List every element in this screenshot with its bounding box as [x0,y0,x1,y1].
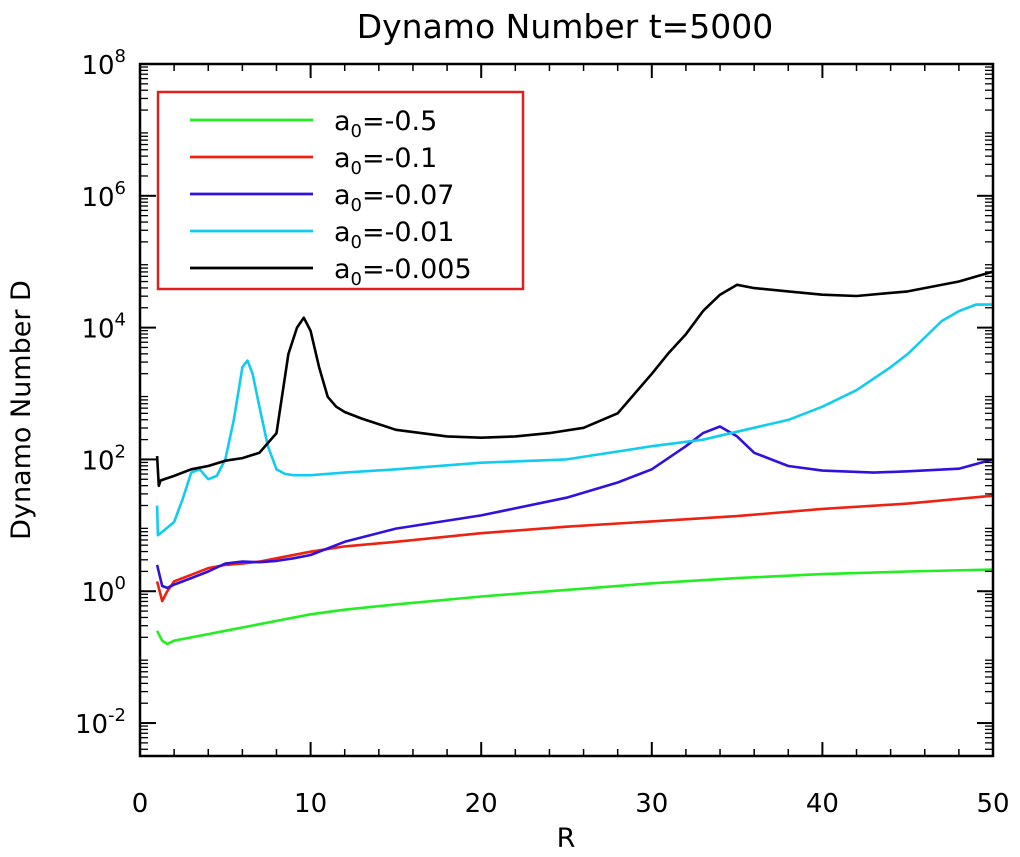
x-axis-label: R [557,823,576,854]
x-axis-ticks: 0 10 20 30 40 50 [132,64,1010,819]
series-line-1 [155,494,994,603]
series-line-2 [155,425,994,590]
y-tick-label: 108 [81,46,126,81]
series-line-3 [155,303,993,537]
y-axis-ticks: 10-2 100 102 104 106 108 [75,46,993,750]
y-tick-label: 104 [81,310,126,345]
y-tick-label: 10-2 [75,705,126,740]
chart-title: Dynamo Number t=5000 [357,7,774,46]
y-tick-label: 100 [81,573,126,608]
series-line-0 [155,568,994,646]
legend-label-4: a0=-0.005 [334,254,472,290]
legend-box [156,90,525,291]
x-tick-label: 50 [976,789,1009,819]
legend-label-2: a0=-0.07 [334,180,454,216]
y-tick-label: 106 [81,178,126,213]
x-tick-label: 30 [635,789,668,819]
plot-lines [155,270,994,646]
y-axis-label: Dynamo Number D [6,280,37,540]
y-tick-label: 102 [81,441,126,476]
legend-label-1: a0=-0.1 [334,143,437,179]
legend-label-3: a0=-0.01 [334,217,454,253]
series-line-4 [155,270,994,488]
x-tick-label: 10 [294,789,327,819]
legend-label-0: a0=-0.5 [334,106,437,142]
x-tick-label: 40 [806,789,839,819]
x-tick-label: 20 [465,789,498,819]
plot-frame [138,62,995,758]
x-tick-label: 0 [132,789,149,819]
